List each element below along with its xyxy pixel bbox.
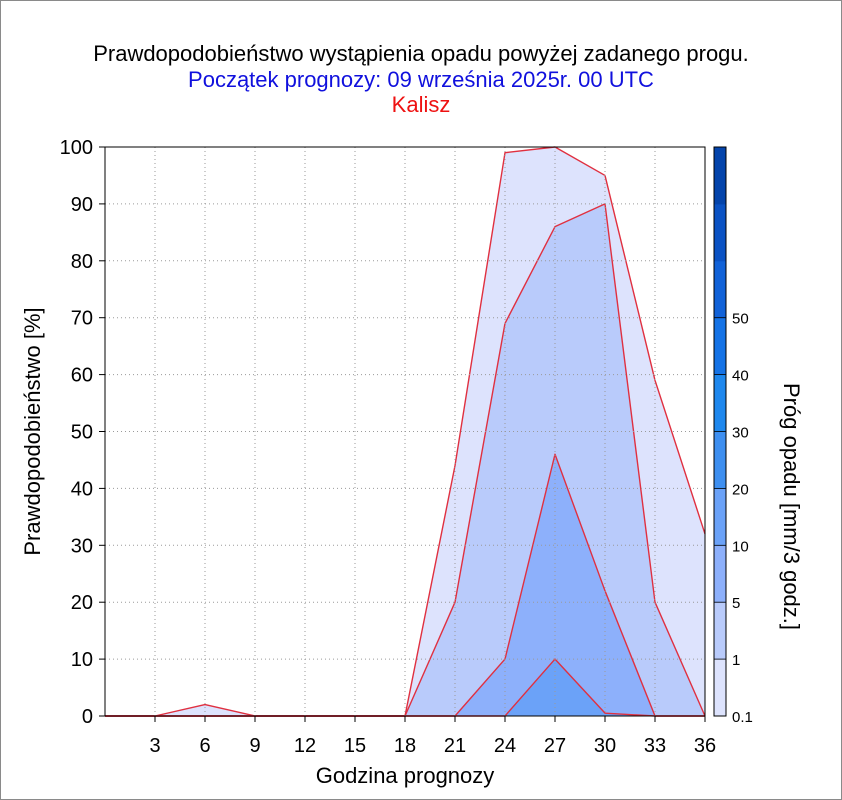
colorbar-segment (714, 659, 726, 717)
y-tick-label: 40 (71, 478, 93, 500)
colorbar-segment (714, 488, 726, 546)
x-tick-label: 36 (694, 735, 716, 757)
y-axis-ticks: 0 10 20 30 40 50 60 70 80 90 100 (60, 137, 105, 728)
y-tick-label: 100 (60, 137, 93, 159)
x-tick-label: 18 (394, 735, 416, 757)
x-axis-ticks: 3 6 9 12 15 18 21 24 27 30 33 36 (149, 716, 716, 757)
chart-title: Prawdopodobieństwo wystąpienia opadu pow… (93, 41, 749, 66)
colorbar: 0.1 1 5 10 20 30 40 50 (713, 146, 753, 726)
y-tick-label: 80 (71, 251, 93, 273)
y-tick-label: 70 (71, 308, 93, 330)
colorbar-tick-label: 20 (732, 481, 749, 498)
forecast-start-subtitle: Początek prognozy: 09 września 2025r. 00… (188, 67, 654, 92)
x-tick-label: 3 (149, 735, 160, 757)
x-axis-label: Godzina prognozy (316, 763, 495, 788)
y-tick-label: 90 (71, 194, 93, 216)
x-tick-label: 9 (249, 735, 260, 757)
y-tick-label: 20 (71, 592, 93, 614)
colorbar-segment (714, 317, 726, 376)
colorbar-tick-label: 50 (732, 311, 749, 328)
x-tick-label: 24 (494, 735, 516, 757)
colorbar-tick-label: 10 (732, 538, 749, 555)
x-tick-label: 27 (544, 735, 566, 757)
y-tick-label: 60 (71, 365, 93, 387)
colorbar-tick-label: 5 (732, 595, 740, 612)
colorbar-segment (714, 260, 726, 319)
colorbar-segment (714, 602, 726, 660)
colorbar-tick-label: 30 (732, 425, 749, 442)
x-tick-label: 33 (644, 735, 666, 757)
colorbar-label: Próg opadu [mm/3 godz.] (779, 383, 804, 630)
area-threshold-10 (105, 659, 705, 716)
colorbar-tick-label: 1 (732, 652, 740, 669)
x-tick-label: 12 (294, 735, 316, 757)
y-tick-label: 0 (82, 706, 93, 728)
location-label: Kalisz (391, 92, 451, 117)
colorbar-tick-label: 0.1 (732, 709, 753, 726)
y-tick-label: 30 (71, 535, 93, 557)
colorbar-segment (714, 374, 726, 432)
colorbar-segment (714, 431, 726, 489)
x-tick-label: 6 (199, 735, 210, 757)
x-tick-label: 15 (344, 735, 366, 757)
grid-lines (105, 147, 705, 716)
y-axis-label: Prawdopodobieństwo [%] (20, 307, 45, 555)
y-tick-label: 10 (71, 649, 93, 671)
colorbar-tick-label: 40 (732, 368, 749, 385)
x-tick-label: 30 (594, 735, 616, 757)
colorbar-segment (714, 545, 726, 603)
x-tick-label: 21 (444, 735, 466, 757)
colorbar-segment (714, 147, 726, 205)
colorbar-segment (714, 203, 726, 262)
y-tick-label: 50 (71, 422, 93, 444)
